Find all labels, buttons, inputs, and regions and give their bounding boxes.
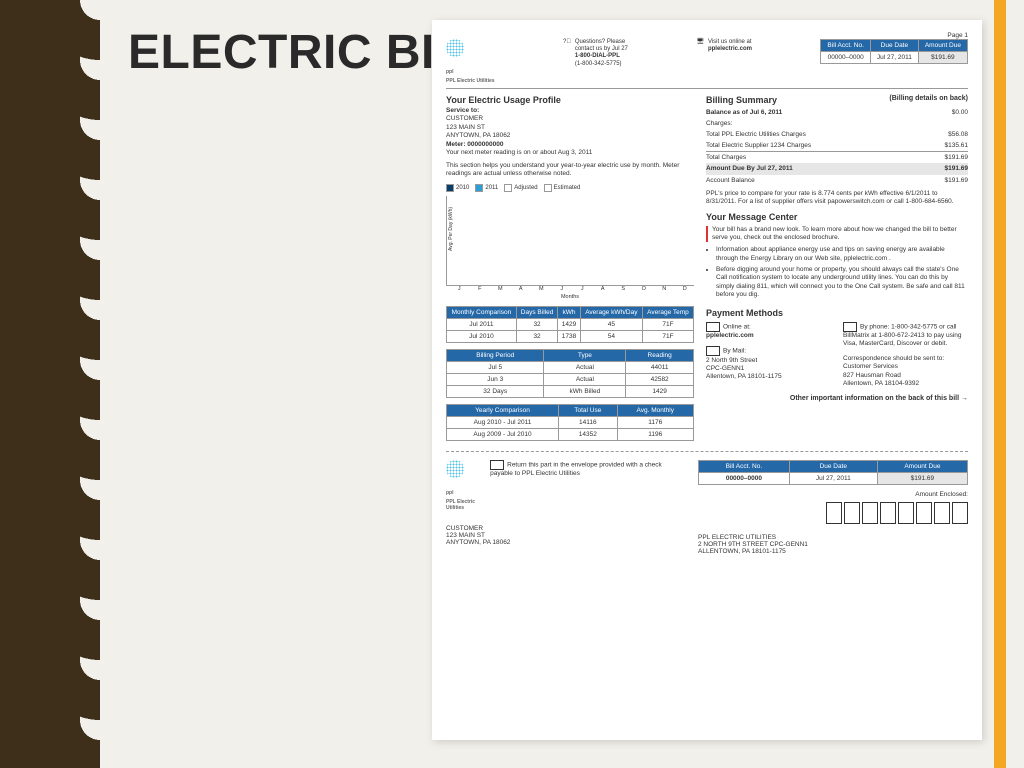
amount-enclosed-boxes [698,502,968,524]
slide-wave-decoration [0,0,100,768]
service-info: Service to: CUSTOMER 123 MAIN ST ANYTOWN… [446,107,694,158]
monitor-icon: 🖥 [696,39,704,53]
monitor-icon [706,322,720,332]
billing-table: Billing PeriodTypeReadingJul 5Actual4401… [446,349,694,398]
monthly-table: Monthly ComparisonDays BilledkWhAverage … [446,306,694,343]
envelope-icon [706,346,720,356]
legend-2011-swatch [475,184,483,192]
chart-legend: 2010 2011 Adjusted Estimated [446,184,694,192]
right-column: Billing Summary(Billing details on back)… [706,95,968,441]
amount-enclosed-label: Amount Enclosed: [698,491,968,498]
legend-2010-swatch [446,184,454,192]
usage-title: Your Electric Usage Profile [446,95,694,105]
stub-summary-table: Bill Acct. No.Due DateAmount Due 00000–0… [698,460,968,485]
ppl-logo: ppl PPL Electric Utilities [446,39,495,84]
usage-bar-chart: Avg. Per Day (kWh) [446,196,694,286]
slide-accent-stripe [994,0,1006,768]
page-number: Page 1 [446,32,968,39]
usage-note: This section helps you understand your y… [446,162,694,178]
payment-stub: pplPPL Electric Utilities Return this pa… [446,451,968,555]
payment-methods: Online at:pplelectric.com By Mail:2 Nort… [706,322,968,389]
bill-header: ppl PPL Electric Utilities ?⃝ Questions?… [446,39,968,89]
stub-customer: CUSTOMER123 MAIN STANYTOWN, PA 18062 [446,525,686,546]
billing-summary: Balance as of Jul 6, 2011$0.00Charges: T… [706,107,968,186]
legend-adj-swatch [504,184,512,192]
header-summary-table: Bill Acct. No.Due DateAmount Due 00000–0… [820,39,968,64]
stub-company-addr: PPL ELECTRIC UTILITIES2 NORTH 9TH STREET… [698,534,968,555]
phone-icon [843,322,857,332]
stub-logo: pplPPL Electric Utilities [446,460,482,511]
yearly-table: Yearly ComparisonTotal UseAvg. MonthlyAu… [446,404,694,441]
visit-online: 🖥 Visit us online atpplelectric.com [696,39,752,53]
sunburst-icon [446,39,464,57]
contact-questions: ?⃝ Questions? Pleasecontact us by Jul 27… [563,39,628,68]
payment-title: Payment Methods [706,308,968,318]
sunburst-icon [446,460,464,478]
bill-document: Page 1 ppl PPL Electric Utilities ?⃝ Que… [432,20,982,740]
message-highlight: Your bill has a brand new look. To learn… [706,226,968,242]
chart-xlabel: Months [446,294,694,300]
legend-est-swatch [544,184,552,192]
chart-months: JFMAMJJASOND [446,286,694,292]
message-bullets: Information about appliance energy use a… [706,246,968,300]
price-compare: PPL's price to compare for your rate is … [706,190,968,206]
message-title: Your Message Center [706,212,968,222]
back-info: Other important information on the back … [706,395,968,402]
left-column: Your Electric Usage Profile Service to: … [446,95,694,441]
question-icon: ?⃝ [563,39,571,68]
billing-summary-title: Billing Summary(Billing details on back) [706,95,968,105]
chart-ylabel: Avg. Per Day (kWh) [448,207,454,251]
envelope-icon [490,460,504,470]
